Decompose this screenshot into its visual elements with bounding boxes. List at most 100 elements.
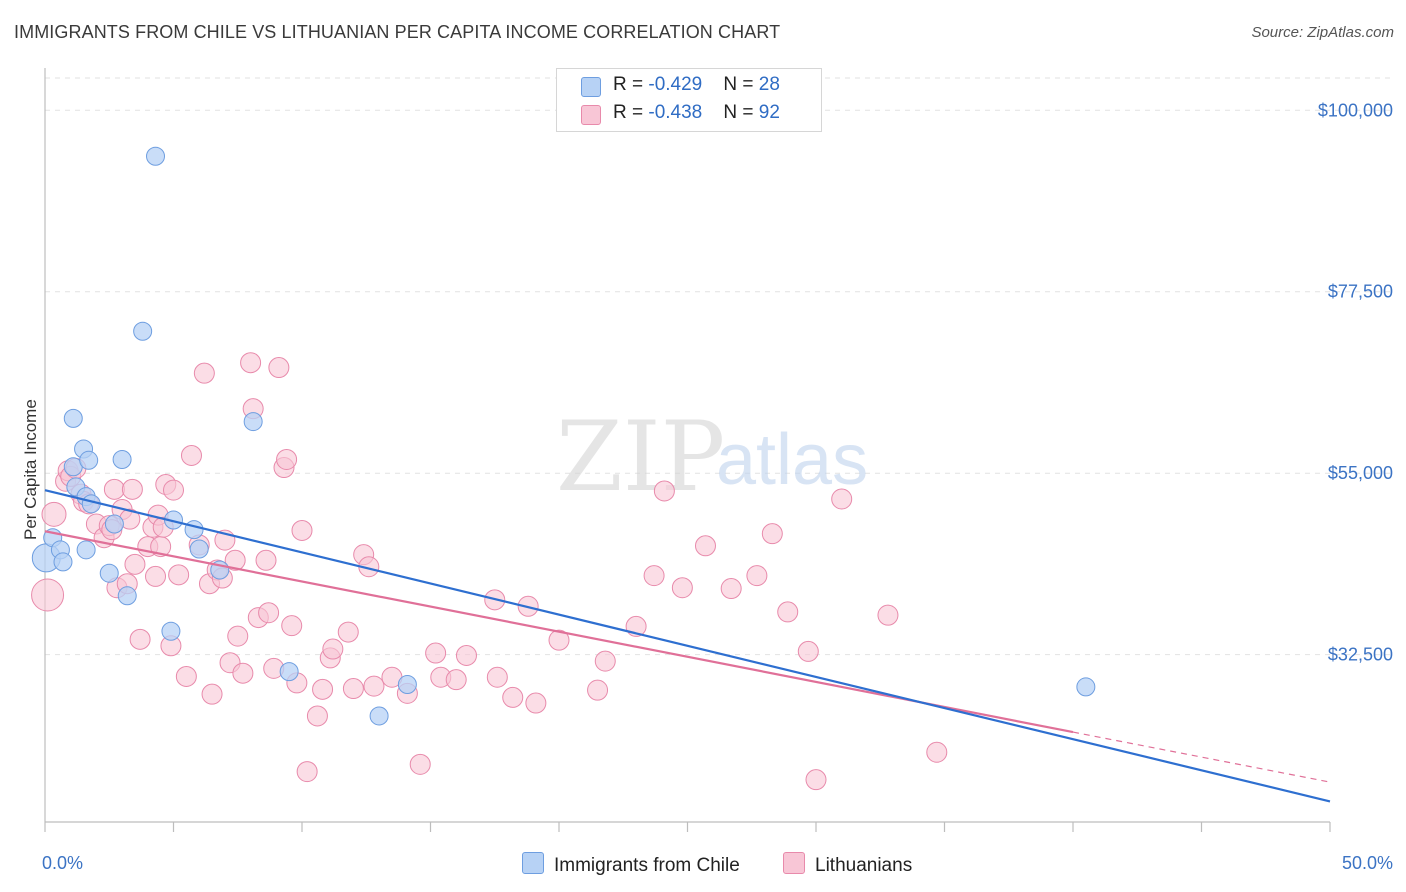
lithuanian-point [224,549,246,571]
lithuanian-point [291,519,313,541]
lithuanian-point [746,565,768,587]
lithuanian-point [805,769,827,791]
chile-point [369,706,389,726]
lithuanian-point [643,565,665,587]
chile-legend-swatch [522,852,544,874]
lithuanians-trend-extension [1072,731,1331,783]
lithuanian-point [41,501,67,527]
chile-point [99,563,119,583]
chile-point [63,408,83,428]
lithuanian-point [502,686,524,708]
lithuanian-point [761,523,783,545]
lithuanian-point [268,357,290,379]
y-tick-label: $55,000 [1328,463,1393,483]
chile-point [279,662,299,682]
chile-point [104,514,124,534]
lithuanian-point [31,578,65,612]
lithuanian-point [720,578,742,600]
chile-points [31,146,1096,726]
y-tick-labels: $32,500 $55,000 $77,500 $100,000 [1318,100,1393,664]
lithuanian-point [258,602,280,624]
lithuanian-point [227,625,249,647]
lithuanian-point [694,535,716,557]
n-label: N = [723,102,759,123]
lithuanian-point [103,478,125,500]
lithuanian-point [363,675,385,697]
chile-point [76,540,96,560]
lithuanian-point [777,601,799,623]
lithuanian-point [455,644,477,666]
y-axis-title: Per Capita Income [21,399,40,540]
lithuanian-point [163,479,184,501]
chile-trend-line [44,489,1331,803]
lithuanian-point [322,638,344,660]
lithuanians-legend-swatch [783,852,805,874]
x-tick-label: 50.0% [1342,853,1393,873]
source-label: Source: ZipAtlas.com [1251,24,1394,41]
lithuanian-point [276,448,298,470]
lithuanian-point [240,352,262,374]
lithuanian-point [926,741,948,763]
lithuanian-point [877,604,899,626]
lithuanian-point [445,669,467,691]
chile-point [53,552,73,572]
lithuanian-point [797,640,819,662]
lithuanian-point [129,628,151,650]
lithuanian-point [121,478,143,500]
watermark-atlas: atlas [716,420,868,500]
chile-n-value: 28 [758,74,780,95]
watermark: ZIP atlas [556,401,868,513]
lithuanian-point [342,678,364,700]
lithuanian-point [831,488,853,510]
lithuanian-point [594,650,616,672]
chile-point [243,412,263,432]
watermark-zip: ZIP [556,401,725,513]
correlation-legend: R = -0.429 N = 28 R = -0.438 N = 92 [556,68,822,132]
lithuanians-points [31,352,948,791]
axes [44,68,1331,832]
chile-point [189,539,209,559]
lithuanian-point [671,577,693,599]
lithuanian-point [409,753,431,775]
lithuanian-point [193,362,215,384]
lithuanian-point [306,705,328,727]
lithuanian-point [145,565,167,587]
lithuanian-point [180,444,202,466]
chile-point [79,450,99,470]
bottom-legend-chile: Immigrants from Chile [522,852,740,877]
chile-point [117,586,137,606]
lithuanian-point [337,621,359,643]
y-tick-label: $32,500 [1328,645,1393,665]
lithuanian-point [653,480,675,502]
chile-point [184,520,204,540]
lithuanian-point [425,642,447,664]
lithuanians-legend-label: Lithuanians [815,855,913,876]
chart-title: IMMIGRANTS FROM CHILE VS LITHUANIAN PER … [14,22,781,42]
lithuanians-r-value: -0.438 [648,102,703,123]
chile-swatch [581,77,601,97]
chile-r-value: -0.429 [648,74,703,95]
chile-point [1076,677,1096,697]
chile-point [146,146,166,166]
chile-point [133,321,153,341]
lithuanian-point [201,683,223,705]
n-label: N = [723,74,759,95]
r-label: R = [613,74,649,95]
lithuanian-point [168,564,190,586]
lithuanian-point [296,761,318,783]
y-tick-label: $100,000 [1318,100,1393,120]
lithuanian-point [124,553,146,575]
lithuanian-point [587,679,609,701]
trend-lines [44,489,1331,803]
chile-point [161,621,181,641]
lithuanian-point [525,692,547,714]
x-tick-label: 0.0% [42,853,83,873]
bottom-legend-lithuanians: Lithuanians [783,852,912,877]
lithuanian-point [232,662,254,684]
lithuanian-point [548,629,570,651]
r-label: R = [613,102,649,123]
lithuanians-swatch [581,105,601,125]
lithuanian-point [281,615,303,637]
lithuanians-n-value: 92 [758,102,780,123]
